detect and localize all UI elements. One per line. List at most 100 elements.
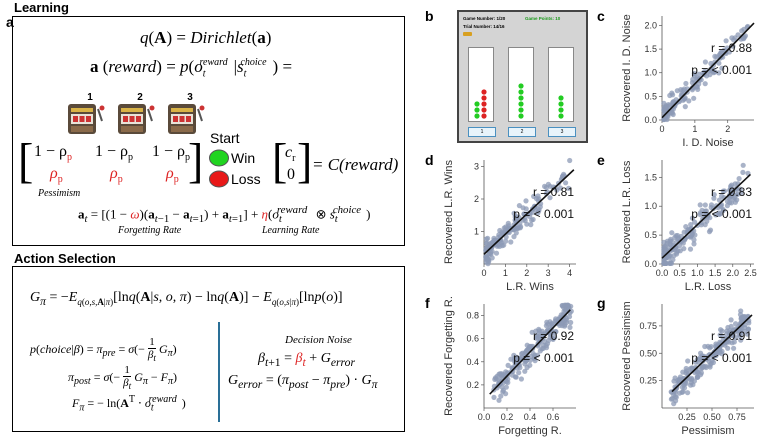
y-tick-label: 0.4 bbox=[466, 357, 479, 367]
data-point bbox=[728, 200, 734, 206]
data-point bbox=[553, 329, 559, 335]
y-axis-label: Recovered L.R. Wins bbox=[443, 160, 455, 264]
data-point bbox=[674, 232, 681, 239]
choose-button-2[interactable]: 2 bbox=[508, 127, 536, 137]
data-point bbox=[541, 339, 547, 345]
coin-icon bbox=[463, 32, 472, 36]
machine-number: 3 bbox=[187, 92, 193, 103]
regression-line bbox=[489, 309, 571, 395]
data-point bbox=[503, 369, 509, 375]
data-point bbox=[494, 373, 500, 379]
data-point bbox=[535, 193, 541, 199]
data-point bbox=[691, 70, 697, 77]
data-point bbox=[682, 380, 688, 386]
data-point bbox=[728, 317, 734, 323]
data-point bbox=[689, 375, 695, 381]
eq-expected-free-energy: Gπ = −Eq(o,s,A|π)[lnq(A|s, o, π) − lnq(A… bbox=[30, 290, 343, 308]
data-point bbox=[557, 316, 563, 322]
data-point bbox=[673, 398, 679, 404]
data-point bbox=[540, 345, 546, 351]
data-point bbox=[735, 32, 741, 38]
data-point bbox=[723, 38, 729, 44]
data-point bbox=[731, 345, 737, 351]
data-point bbox=[520, 205, 526, 211]
data-point bbox=[500, 387, 506, 393]
data-point bbox=[740, 35, 746, 41]
y-tick-label: 3 bbox=[474, 162, 479, 172]
data-point bbox=[697, 202, 703, 208]
y-tick-label: 0.0 bbox=[644, 259, 657, 269]
win-label: Win bbox=[231, 150, 256, 166]
data-point bbox=[694, 75, 700, 81]
data-point bbox=[683, 370, 689, 376]
data-point bbox=[731, 339, 737, 345]
data-point bbox=[499, 243, 505, 249]
data-point bbox=[692, 219, 698, 225]
matrix-right-bracket: ] bbox=[188, 133, 204, 188]
data-point bbox=[712, 59, 718, 65]
data-point bbox=[681, 86, 687, 92]
r-value: r = 0.83 bbox=[711, 185, 752, 199]
data-point bbox=[522, 361, 528, 367]
data-point bbox=[703, 364, 709, 371]
matrix-left-bracket: [ bbox=[18, 133, 34, 188]
y-tick-label: 0.75 bbox=[639, 321, 657, 331]
data-point bbox=[718, 327, 724, 333]
data-point bbox=[729, 182, 735, 188]
y-tick-label: 0.50 bbox=[639, 348, 657, 358]
learning-box bbox=[12, 16, 405, 246]
data-point bbox=[698, 350, 704, 356]
pessimism-label: Pessimism bbox=[38, 188, 81, 199]
y-tick-label: 0.25 bbox=[639, 376, 657, 386]
x-tick-label: 0 bbox=[481, 268, 486, 278]
scatter-plot-lr-wins: 0 1 2 3 4 1 2 3 r = 0.81 p = < 0.001 L.R. Wins Reco… bbox=[443, 157, 576, 293]
y-tick-label: 1.5 bbox=[644, 44, 657, 54]
x-tick-label: 3 bbox=[546, 268, 551, 278]
data-point bbox=[527, 357, 533, 363]
data-point bbox=[711, 192, 717, 198]
data-point bbox=[737, 186, 743, 192]
data-point bbox=[705, 343, 711, 349]
x-tick-label: 0.5 bbox=[673, 268, 686, 278]
data-point bbox=[528, 222, 534, 228]
x-axis-label: L.R. Wins bbox=[506, 281, 554, 293]
data-point bbox=[719, 351, 725, 357]
matrix-row-1b: 1 − ρp bbox=[95, 143, 134, 164]
y-tick-label: 0.2 bbox=[466, 380, 479, 390]
game-balls bbox=[474, 83, 564, 119]
data-point bbox=[514, 216, 520, 222]
data-point bbox=[531, 355, 537, 361]
data-point bbox=[557, 185, 563, 191]
data-point bbox=[525, 346, 531, 353]
data-point bbox=[518, 376, 524, 382]
learning-title: Learning bbox=[14, 0, 69, 15]
x-tick-label: 2.0 bbox=[727, 268, 740, 278]
x-axis-label: L.R. Loss bbox=[685, 281, 732, 293]
start-label: Start bbox=[210, 130, 240, 146]
matrix-cell: 1 − ρp bbox=[34, 143, 73, 164]
data-point bbox=[719, 65, 725, 71]
data-point bbox=[740, 169, 746, 175]
c-right-bracket: ] bbox=[297, 133, 313, 188]
y-axis-label: Recovered Pessimism bbox=[621, 301, 633, 410]
c-bottom: 0 bbox=[287, 166, 295, 183]
slot-machine-icon bbox=[68, 104, 105, 134]
machine-number: 1 bbox=[87, 92, 93, 103]
x-tick-label: 0.25 bbox=[678, 412, 696, 422]
choose-button-3[interactable]: 3 bbox=[548, 127, 576, 137]
data-point bbox=[498, 393, 504, 399]
game-screen: Game Number: 1/20 Game Points: 10 Trial … bbox=[457, 10, 588, 143]
data-point bbox=[501, 225, 507, 231]
choose-button-1[interactable]: 1 bbox=[468, 127, 496, 137]
scatter-plot-pessimism: 0.25 0.50 0.75 0.25 0.50 0.75 r = 0.91 p = < 0.… bbox=[621, 301, 754, 437]
win-indicator-icon bbox=[209, 149, 229, 167]
data-point bbox=[733, 321, 739, 327]
x-axis-label: I. D. Noise bbox=[682, 137, 733, 149]
data-point bbox=[516, 370, 522, 376]
data-point bbox=[689, 85, 695, 91]
x-axis-label: Forgetting R. bbox=[498, 425, 562, 437]
data-point bbox=[716, 70, 722, 76]
x-tick-label: 2 bbox=[725, 124, 730, 134]
y-axis-label: Recovered I. D. Noise bbox=[621, 14, 633, 122]
y-tick-label: 0.8 bbox=[466, 311, 479, 321]
